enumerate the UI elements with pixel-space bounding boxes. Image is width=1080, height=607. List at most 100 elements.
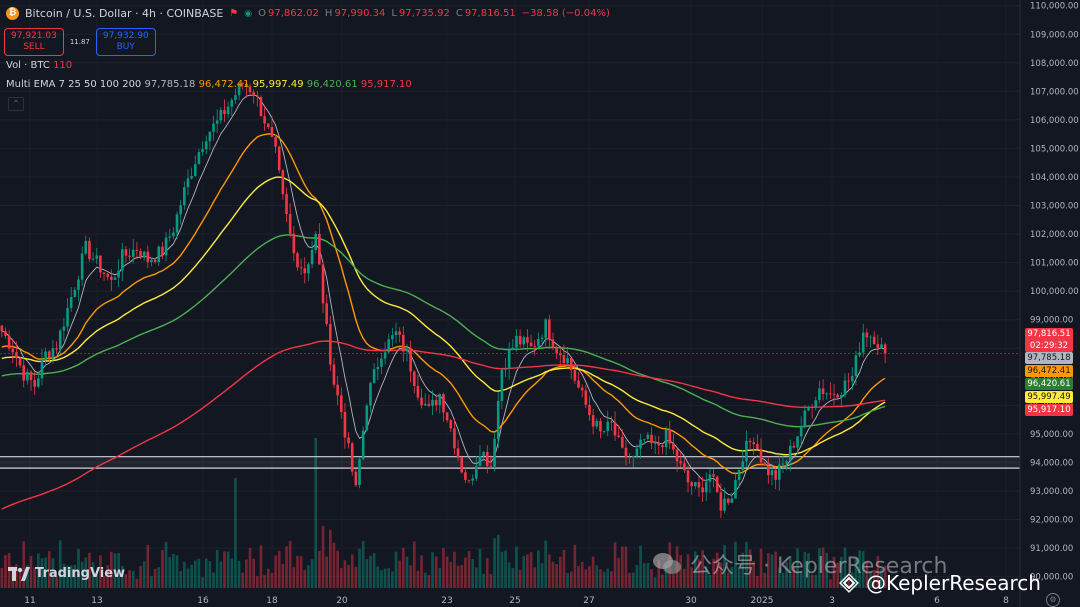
candle-body [95, 255, 99, 259]
candle-body [186, 178, 190, 188]
volume-bar [128, 570, 131, 588]
ema50-label: 95,997.49 [1025, 391, 1073, 403]
candle-body [668, 429, 672, 444]
ohlc-values: O 97,862.02 H 97,990.34 L 97,735.92 C 97,816… [258, 8, 610, 19]
candle-body [529, 342, 533, 347]
volume-bar [245, 559, 248, 588]
candle-body [646, 434, 650, 439]
candle-body [201, 149, 204, 153]
symbol-title[interactable]: Bitcoin / U.S. Dollar · 4h · COINBASE [25, 7, 224, 20]
candle-body [730, 498, 734, 503]
candle-body [33, 380, 36, 387]
ema-indicator[interactable]: Multi EMA 7 25 50 100 200 97,785.18 96,4… [6, 79, 412, 90]
candle-body [88, 240, 91, 260]
volume-bar [767, 553, 770, 588]
y-tick-label: 93,000.00 [1030, 487, 1073, 497]
candle-body [26, 371, 29, 381]
volume-bar [704, 566, 708, 588]
volume-bar [478, 548, 482, 588]
volume-bar [485, 558, 489, 588]
volume-bar [672, 574, 675, 588]
candle-body [821, 388, 825, 395]
volume-bar [763, 572, 766, 588]
volume-bar [628, 572, 631, 588]
y-tick-label: 109,000.00 [1030, 30, 1079, 40]
candle-body [843, 380, 847, 396]
candle-body [748, 440, 752, 443]
x-tick-label: 6 [934, 596, 940, 606]
collapse-indicators-icon[interactable]: ⌃ [8, 97, 24, 111]
volume-bar [281, 563, 285, 588]
volume-bar [117, 553, 120, 588]
candle-body [15, 352, 18, 358]
candle-body [157, 246, 161, 263]
volume-bar [475, 567, 478, 588]
candle-body [183, 187, 186, 206]
candle-body [29, 371, 33, 381]
sell-button[interactable]: 97,921.03 SELL [4, 28, 64, 56]
candle-body [442, 393, 445, 413]
candle-body [266, 123, 270, 128]
candle-body [66, 308, 69, 327]
candle-body [431, 399, 434, 406]
volume-bar [168, 557, 172, 588]
volume-bar [507, 562, 511, 588]
candle-body [372, 369, 376, 383]
ema200-label: 95,917.10 [1025, 404, 1073, 416]
binance-watermark: @KeplerResearch [838, 571, 1041, 595]
x-tick-label: 8 [1003, 596, 1009, 606]
candle-body [533, 346, 537, 347]
buy-button[interactable]: 97,932.90 BUY [95, 28, 156, 56]
volume-bar [398, 560, 401, 588]
candle-body [387, 339, 391, 353]
candle-body [314, 233, 318, 251]
candle-body [704, 481, 708, 493]
volume-bar [99, 555, 102, 588]
volume-bar [314, 438, 318, 588]
volume-bar [467, 551, 471, 588]
settings-gear-icon[interactable]: ⚙ [1046, 593, 1060, 607]
volume-bar [814, 574, 818, 588]
candle-body [380, 358, 383, 367]
volume-bar [872, 570, 876, 588]
candle-body [219, 109, 223, 121]
candle-body [861, 332, 865, 353]
volume-bar [263, 575, 266, 588]
candle-body [310, 250, 314, 265]
volume-bar [299, 556, 303, 588]
volume-bar [489, 573, 493, 588]
candle-body [325, 303, 328, 324]
volume-bar [427, 575, 431, 588]
candle-body [168, 236, 172, 238]
candle-body [212, 123, 215, 132]
support-lines [0, 353, 1020, 469]
volume-bar [748, 549, 752, 588]
volume-bar [124, 574, 128, 588]
volume-bar [339, 568, 343, 588]
last-price-label: 97,816.51 02:29:32 [1025, 328, 1073, 352]
volume-bar [55, 576, 58, 588]
volume-bar [365, 559, 369, 588]
candle-body [405, 348, 409, 352]
candle-body [259, 97, 263, 117]
y-tick-label: 101,000.00 [1030, 259, 1079, 269]
candle-body [467, 479, 471, 481]
volume-bar [201, 577, 204, 588]
candle-body [599, 420, 602, 432]
tradingview-logo[interactable]: TradingView [8, 566, 125, 581]
candle-body [515, 335, 518, 348]
candle-body [7, 335, 11, 349]
volume-bar [354, 566, 358, 588]
volume-bar [788, 556, 792, 588]
candle-body [204, 141, 208, 150]
support-band [0, 456, 1020, 469]
candle-body [456, 448, 460, 458]
volume-bar [416, 570, 420, 588]
flag-icon[interactable]: ⚑ [229, 8, 239, 19]
volume-bar [602, 571, 606, 588]
candle-body [537, 339, 540, 347]
volume-bar [493, 538, 496, 588]
volume-bar [752, 561, 756, 588]
volume-indicator[interactable]: Vol · BTC 110 [6, 60, 73, 71]
candle-body [237, 83, 241, 96]
